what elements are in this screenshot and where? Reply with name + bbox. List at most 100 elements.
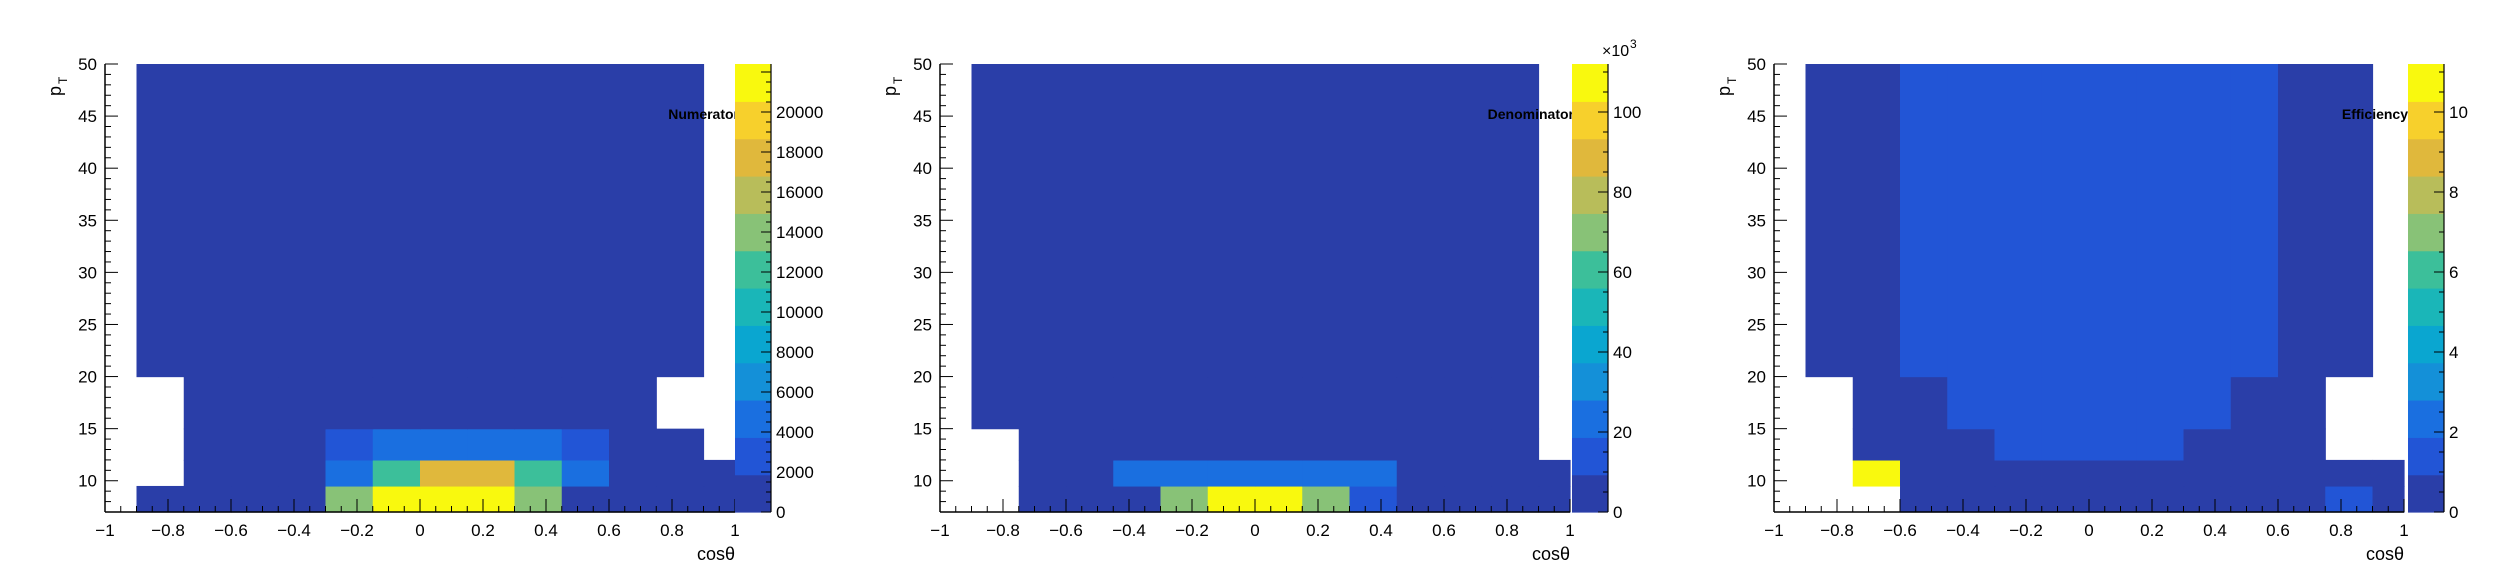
heatmap-cell (1396, 376, 1445, 430)
colorbar-tick-label: 8000 (776, 343, 814, 362)
y-tick-label: 20 (1747, 368, 1766, 387)
colorbar-tick-label: 40 (1613, 343, 1632, 362)
heatmap-cell (1160, 64, 1209, 378)
y-tick-label: 15 (913, 420, 932, 439)
heatmap-cell (2041, 428, 2090, 461)
y-tick-label: 35 (913, 211, 932, 230)
colorbar-tick-label: 20000 (776, 103, 823, 122)
heatmap-cell (183, 459, 232, 487)
heatmap-cell (1900, 459, 1948, 487)
heatmap-cell (1900, 376, 1948, 430)
x-tick-label: 0.2 (2140, 521, 2164, 540)
heatmap-cell (1018, 428, 1067, 461)
heatmap-cell (1113, 459, 1162, 487)
heatmap-cell (1349, 64, 1398, 378)
heatmap-cell (1255, 485, 1303, 513)
heatmap-cell (1302, 428, 1351, 461)
heatmap-cell (231, 428, 279, 461)
x-tick-label: −0.4 (277, 521, 311, 540)
heatmap-cell (561, 459, 610, 487)
heatmap-cell (278, 428, 327, 461)
heatmap-cell (467, 459, 516, 487)
heatmap-cell (2136, 64, 2185, 378)
x-tick-label: 0 (415, 521, 424, 540)
heatmap-cell (1396, 459, 1445, 487)
x-tick-label: 0 (1250, 521, 1259, 540)
heatmap-cell (1302, 485, 1351, 513)
heatmap-cell (1491, 64, 1540, 378)
colorbar: 0 2 4 6 8 10 (2408, 64, 2468, 522)
x-tick-label: 1 (2399, 521, 2408, 540)
heatmap-cell (1066, 376, 1114, 430)
heatmap-cell (278, 485, 327, 513)
colorbar-segment (1572, 138, 1608, 177)
panel-label: Numerator (668, 106, 739, 122)
colorbar-tick-label: 20 (1613, 423, 1632, 442)
heatmap-cell (1947, 485, 1996, 513)
heatmap-cell (2183, 459, 2232, 487)
heatmap-cell (1302, 376, 1351, 430)
heatmap-cell (2136, 376, 2185, 430)
colorbar-segment (1572, 437, 1608, 476)
heatmap-cell (1444, 428, 1492, 461)
heatmap-cell (2136, 428, 2185, 461)
colorbar-segment (2408, 213, 2444, 252)
colorbar-segment (2408, 362, 2444, 401)
heatmap-cell (1066, 485, 1114, 513)
heatmap-cell (2278, 64, 2326, 378)
heatmap-cell (1900, 485, 1948, 513)
heatmap-cell (1805, 64, 1854, 378)
y-axis-title: pT (880, 76, 905, 96)
colorbar-segment (735, 437, 771, 476)
heatmap-cell (420, 64, 468, 378)
heatmap-cell (609, 376, 657, 430)
colorbar-tick-label: 18000 (776, 143, 823, 162)
x-tick-label: 1 (1565, 521, 1574, 540)
colorbar-segment (2408, 64, 2444, 102)
heatmap-cell (136, 64, 185, 378)
heatmap-cell (1207, 459, 1256, 487)
x-tick-label: −0.8 (1820, 521, 1854, 540)
heatmap-cell (2325, 64, 2374, 378)
heatmap-cell (420, 428, 468, 461)
x-tick-label: −0.8 (151, 521, 185, 540)
heatmap-cell (656, 428, 705, 461)
colorbar-segment (1572, 176, 1608, 214)
colorbar-segment (2408, 101, 2444, 140)
colorbar-segment (1572, 362, 1608, 401)
panel-label: Denominator (1488, 106, 1575, 122)
colorbar-segment (1572, 101, 1608, 140)
x-axis-title: cosθ (2366, 544, 2404, 564)
heatmap-cell (2183, 376, 2232, 430)
heatmap-cell (2230, 459, 2279, 487)
x-tick-label: −0.6 (214, 521, 248, 540)
heatmap-cell (231, 459, 279, 487)
y-tick-label: 45 (78, 107, 97, 126)
colorbar-segment (2408, 474, 2444, 513)
heatmap-cell (278, 376, 327, 430)
heatmap-cell (2183, 64, 2232, 378)
heatmap-cell (325, 428, 374, 461)
heatmap-cell (1349, 428, 1398, 461)
heatmap-cell (703, 459, 736, 487)
heatmap-cell (2278, 376, 2326, 430)
colorbar-tick-label: 6000 (776, 383, 814, 402)
heatmap-cell (1349, 459, 1398, 487)
colorbar-segment (2408, 176, 2444, 214)
heatmap-cell (2325, 485, 2374, 513)
heatmap-cell (1160, 376, 1209, 430)
heatmap-cell (1018, 376, 1067, 430)
heatmap-cell (1994, 459, 2043, 487)
heatmap-cell (2183, 428, 2232, 461)
x-tick-label: 0.2 (1306, 521, 1330, 540)
heatmap-cell (2041, 485, 2090, 513)
colorbar-multiplier-base: ×10 (1602, 43, 1629, 60)
colorbar-segment (735, 176, 771, 214)
heatmap-cell (656, 485, 705, 513)
heatmap-cell (1066, 459, 1114, 487)
heatmap-cell (278, 459, 327, 487)
heatmap-cell (325, 64, 374, 378)
heatmap-cell (2041, 64, 2090, 378)
x-tick-label: −0.6 (1049, 521, 1083, 540)
